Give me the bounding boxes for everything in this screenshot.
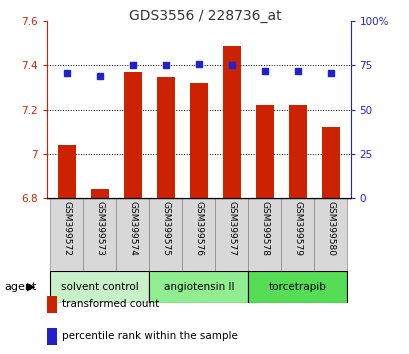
Bar xyxy=(281,198,314,271)
Bar xyxy=(248,198,281,271)
Bar xyxy=(156,76,175,198)
Text: GSM399574: GSM399574 xyxy=(128,201,137,256)
Bar xyxy=(314,198,346,271)
Bar xyxy=(124,72,142,198)
Text: GSM399579: GSM399579 xyxy=(292,201,301,256)
Text: torcetrapib: torcetrapib xyxy=(268,282,326,292)
Point xyxy=(63,70,70,75)
Point xyxy=(327,70,333,75)
Text: GSM399578: GSM399578 xyxy=(260,201,269,256)
Text: agent: agent xyxy=(4,282,36,292)
Bar xyxy=(182,198,215,271)
Bar xyxy=(83,198,116,271)
Point xyxy=(294,68,300,74)
Bar xyxy=(116,198,149,271)
Point xyxy=(261,68,267,74)
Text: GSM399573: GSM399573 xyxy=(95,201,104,256)
Bar xyxy=(215,198,248,271)
Text: GSM399576: GSM399576 xyxy=(194,201,203,256)
Bar xyxy=(50,271,149,303)
Text: GDS3556 / 228736_at: GDS3556 / 228736_at xyxy=(128,9,281,23)
Bar xyxy=(321,127,339,198)
Bar xyxy=(149,271,248,303)
Bar xyxy=(50,198,83,271)
Bar xyxy=(248,271,346,303)
Text: ▶: ▶ xyxy=(27,282,35,292)
Text: GSM399577: GSM399577 xyxy=(227,201,236,256)
Text: percentile rank within the sample: percentile rank within the sample xyxy=(61,331,237,341)
Text: solvent control: solvent control xyxy=(61,282,139,292)
Bar xyxy=(222,46,240,198)
Bar xyxy=(91,189,109,198)
Point xyxy=(129,63,136,68)
Bar xyxy=(255,105,273,198)
Text: GSM399580: GSM399580 xyxy=(326,201,335,256)
Point xyxy=(228,63,234,68)
Text: transformed count: transformed count xyxy=(61,299,158,309)
Bar xyxy=(58,145,76,198)
Text: angiotensin II: angiotensin II xyxy=(163,282,234,292)
Bar xyxy=(189,83,207,198)
Point xyxy=(162,63,169,68)
Bar xyxy=(149,198,182,271)
Text: GSM399572: GSM399572 xyxy=(62,201,71,256)
Point xyxy=(97,73,103,79)
Point xyxy=(195,61,202,67)
Bar xyxy=(288,105,306,198)
Text: GSM399575: GSM399575 xyxy=(161,201,170,256)
